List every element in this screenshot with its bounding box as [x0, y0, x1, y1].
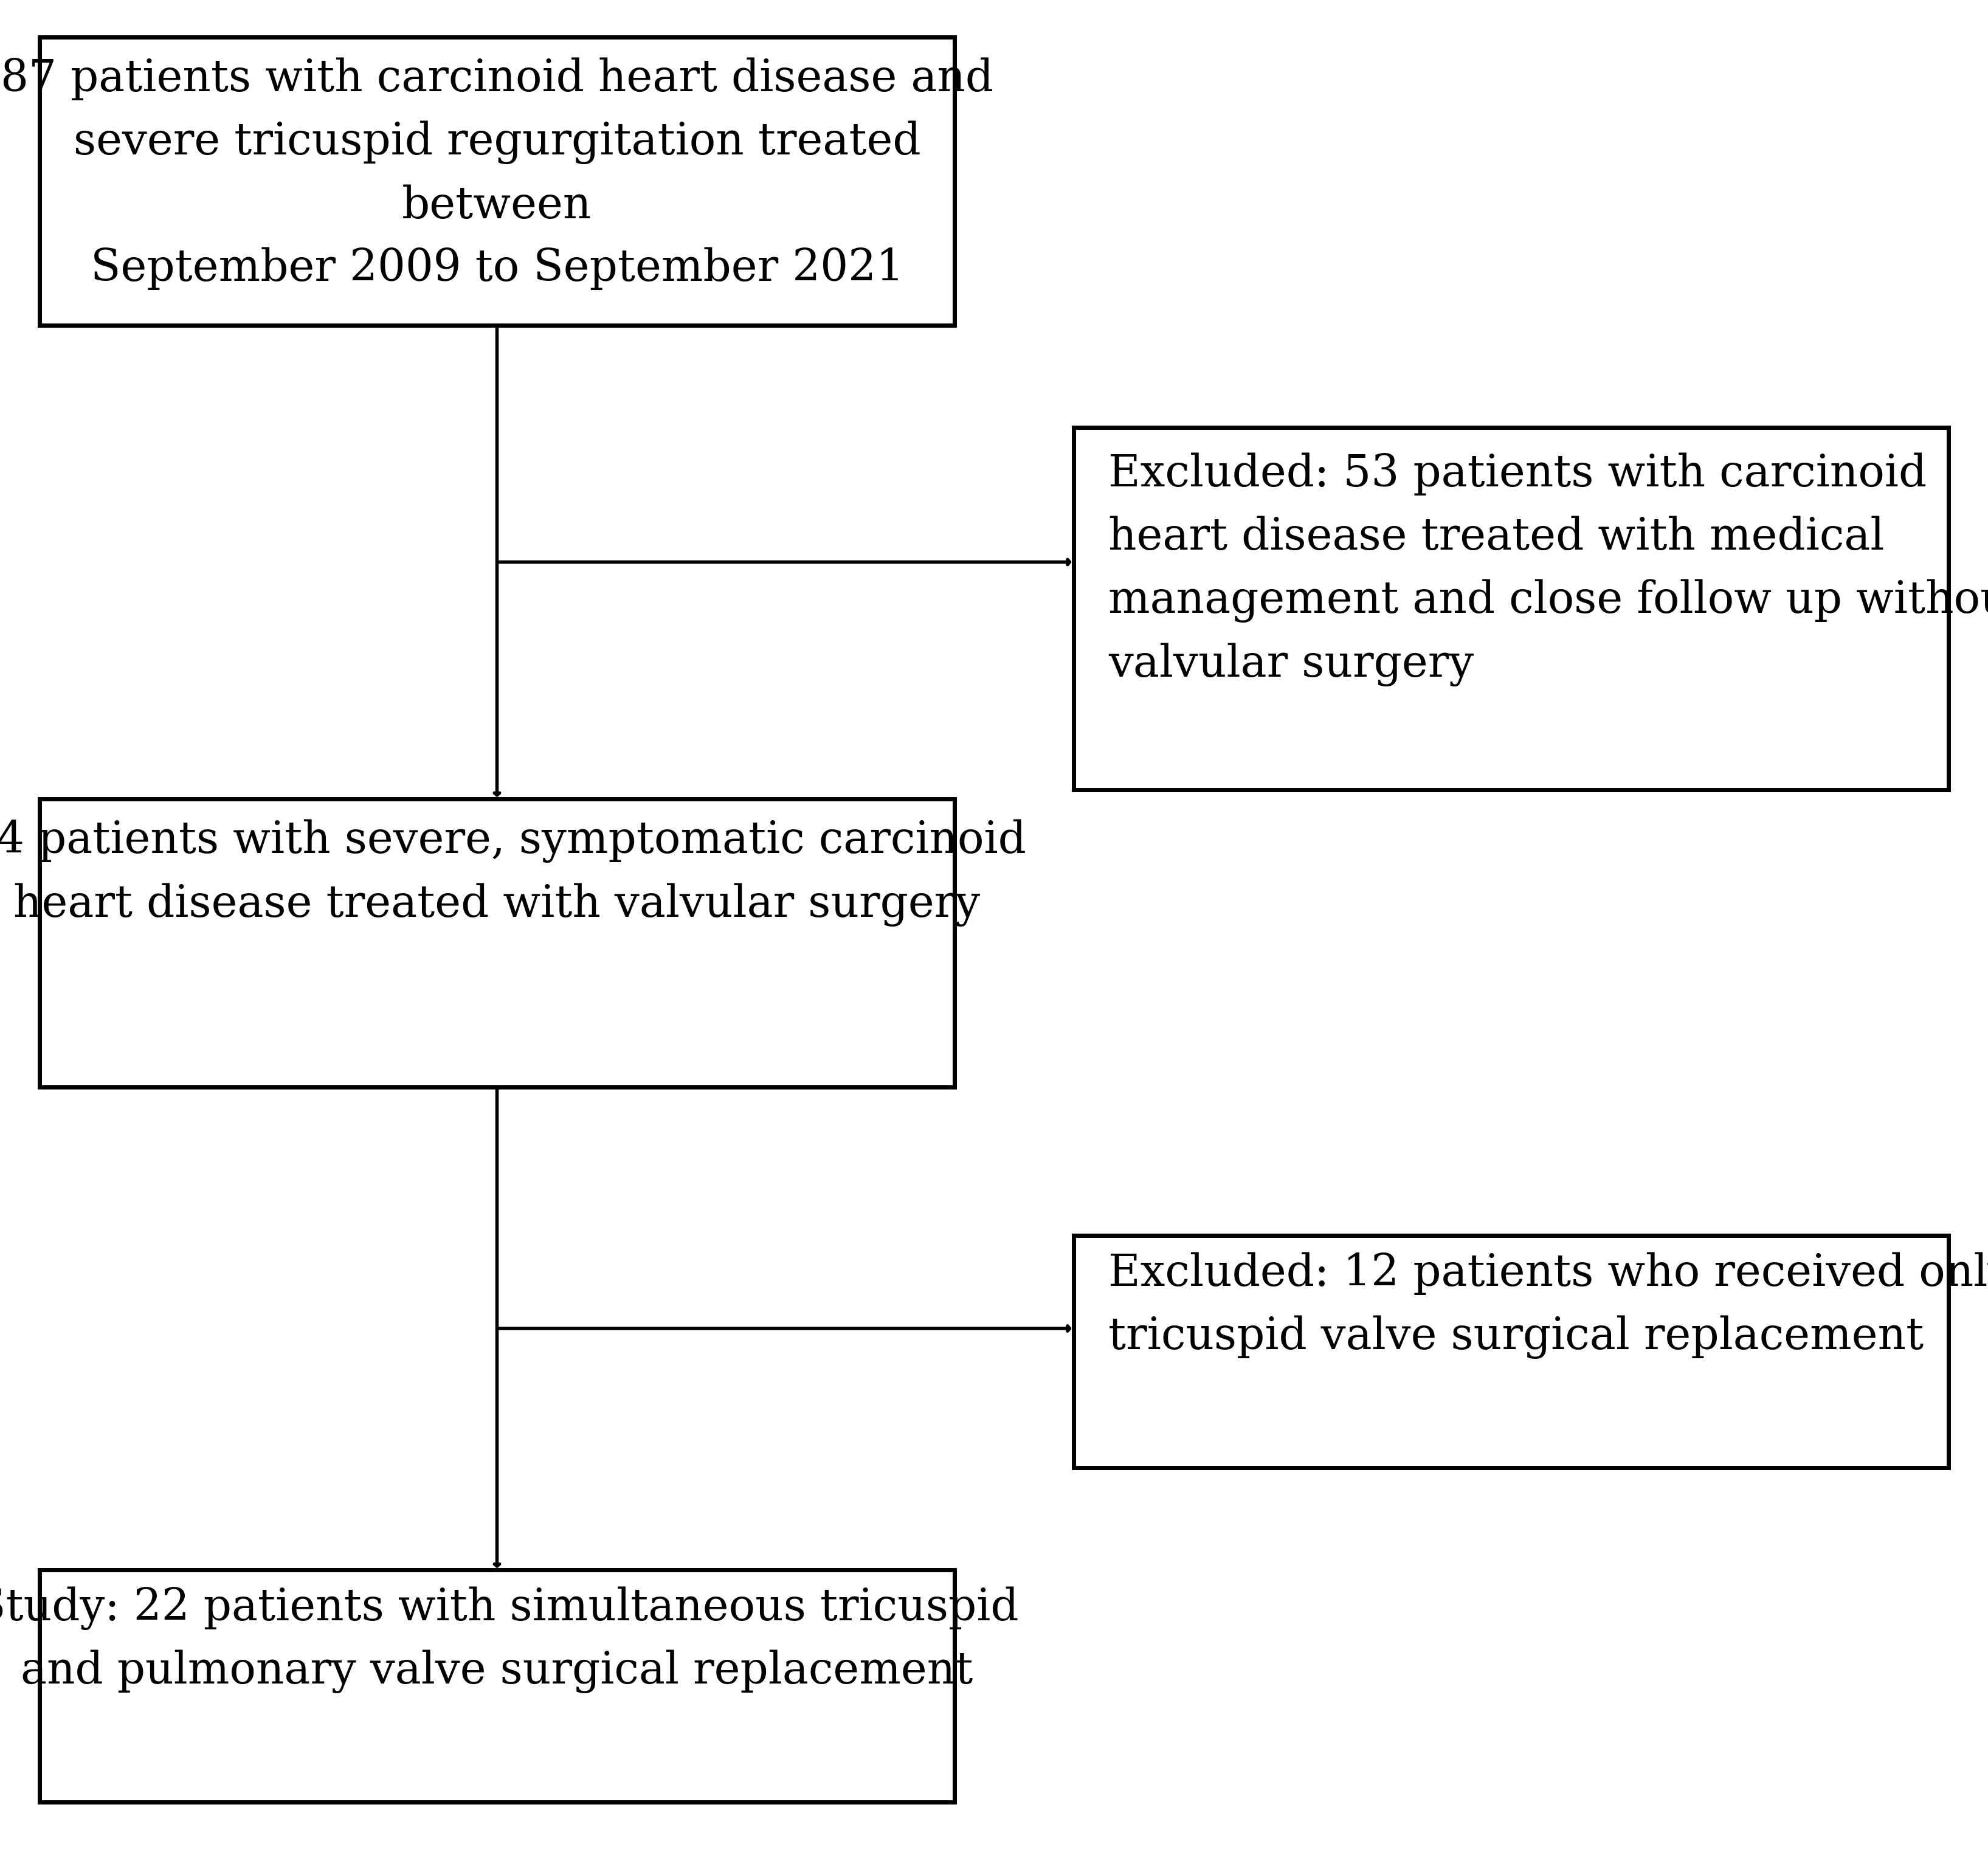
FancyBboxPatch shape [40, 1570, 954, 1802]
FancyBboxPatch shape [40, 37, 954, 325]
Text: Excluded: 53 patients with carcinoid
heart disease treated with medical
manageme: Excluded: 53 patients with carcinoid hea… [1109, 453, 1988, 686]
Text: Excluded: 12 patients who received only
tricuspid valve surgical replacement: Excluded: 12 patients who received only … [1109, 1252, 1988, 1358]
Text: 34 patients with severe, symptomatic carcinoid
heart disease treated with valvul: 34 patients with severe, symptomatic car… [0, 819, 1026, 927]
Text: 87 patients with carcinoid heart disease and
severe tricuspid regurgitation trea: 87 patients with carcinoid heart disease… [0, 58, 994, 290]
FancyBboxPatch shape [40, 799, 954, 1087]
Text: Study: 22 patients with simultaneous tricuspid
and pulmonary valve surgical repl: Study: 22 patients with simultaneous tri… [0, 1587, 1018, 1693]
FancyBboxPatch shape [1074, 1236, 1948, 1468]
FancyBboxPatch shape [1074, 427, 1948, 790]
